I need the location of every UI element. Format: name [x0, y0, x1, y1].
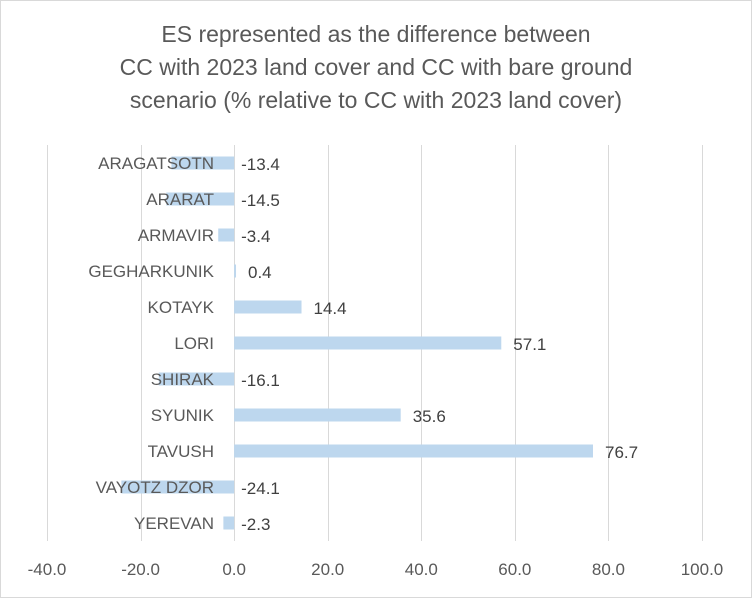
data-label: -3.4 — [241, 227, 270, 246]
bar — [234, 336, 502, 350]
data-label: 35.6 — [413, 407, 446, 426]
x-tick-label: 80.0 — [592, 560, 625, 579]
category-label: TAVUSH — [148, 442, 214, 461]
data-label: -13.4 — [241, 155, 280, 174]
bar — [166, 192, 235, 206]
data-label: -14.5 — [241, 191, 280, 210]
category-label: VAYOTZ DZOR — [96, 478, 214, 497]
x-tick-label: 20.0 — [311, 560, 344, 579]
bar — [234, 444, 593, 458]
data-label: 57.1 — [513, 335, 546, 354]
category-label: SYUNIK — [151, 406, 215, 425]
x-axis-tick-labels: -40.0 -20.0 0.0 20.0 40.0 60.0 80.0 100.0 — [28, 560, 724, 579]
bar — [121, 480, 235, 494]
category-label: ARARAT — [146, 190, 214, 209]
category-label: SHIRAK — [151, 370, 215, 389]
x-tick-label: 40.0 — [405, 560, 438, 579]
bar — [171, 156, 235, 170]
category-label: YEREVAN — [134, 514, 214, 533]
data-label: -16.1 — [241, 371, 280, 390]
category-label: LORI — [174, 334, 214, 353]
bar — [218, 228, 235, 242]
chart-title-line-2: CC with 2023 land cover and CC with bare… — [119, 54, 633, 80]
bar — [158, 372, 235, 386]
data-labels: -13.4 -14.5 -3.4 0.4 14.4 57.1 -16.1 35.6 76.7 -2… — [241, 155, 638, 534]
bar — [234, 264, 237, 278]
data-label: -2.3 — [241, 515, 270, 534]
category-label: ARMAVIR — [138, 226, 214, 245]
data-label: 0.4 — [248, 263, 272, 282]
bar — [223, 516, 235, 530]
x-tick-label: -40.0 — [28, 560, 67, 579]
chart-title-line-1: ES represented as the difference between — [161, 21, 591, 47]
category-label: KOTAYK — [148, 298, 215, 317]
category-label: GEGHARKUNIK — [88, 262, 214, 281]
chart-title: ES represented as the difference between… — [0, 18, 752, 117]
bar — [234, 300, 302, 314]
data-label: 14.4 — [314, 299, 347, 318]
category-labels: ARAGATSOTN ARARAT ARMAVIR GEGHARKUNIK KOTAYK… — [88, 154, 214, 533]
chart-title-line-3: scenario (% relative to CC with 2023 lan… — [129, 87, 623, 113]
x-tick-label: 0.0 — [222, 560, 246, 579]
bar — [234, 408, 401, 422]
bars — [121, 156, 593, 530]
data-label: 76.7 — [605, 443, 638, 462]
category-label: ARAGATSOTN — [98, 154, 214, 173]
x-tick-label: 100.0 — [681, 560, 724, 579]
x-tick-label: 60.0 — [498, 560, 531, 579]
x-tick-label: -20.0 — [121, 560, 160, 579]
data-label: -24.1 — [241, 479, 280, 498]
